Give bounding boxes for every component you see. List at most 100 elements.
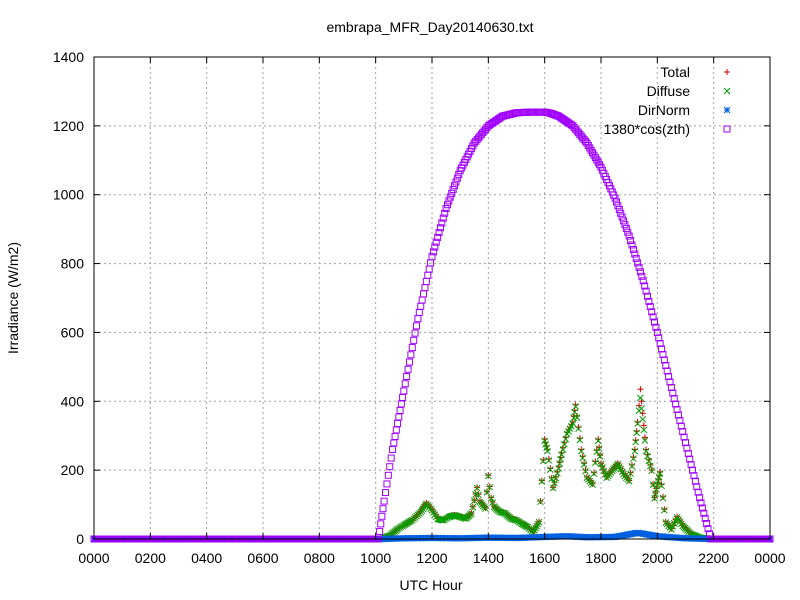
x-axis-label: UTC Hour — [399, 577, 462, 593]
data-point — [622, 224, 630, 232]
data-point — [582, 467, 589, 474]
data-point — [452, 178, 460, 186]
data-point — [379, 505, 387, 513]
data-point — [421, 284, 429, 292]
data-point — [698, 504, 706, 512]
data-point — [659, 494, 667, 502]
data-point — [533, 522, 541, 530]
x-tick-label: 1600 — [529, 550, 560, 566]
data-point — [639, 415, 647, 423]
data-point — [486, 483, 494, 491]
x-tick-label: 0200 — [135, 550, 166, 566]
data-point — [597, 460, 605, 468]
data-point — [621, 221, 629, 229]
data-point — [441, 209, 449, 217]
data-point — [649, 313, 657, 321]
data-point — [600, 467, 608, 475]
data-point — [627, 469, 634, 476]
data-point — [575, 425, 582, 433]
x-tick-label: 0600 — [247, 550, 278, 566]
data-point — [594, 437, 602, 445]
data-point — [399, 393, 407, 401]
data-point — [614, 202, 622, 210]
x-tick-label: 0400 — [191, 550, 222, 566]
data-point — [648, 308, 656, 316]
data-point — [659, 493, 666, 500]
data-point — [645, 297, 653, 305]
data-point — [537, 498, 544, 506]
data-point — [482, 505, 489, 513]
data-point — [436, 224, 444, 232]
data-point — [628, 241, 636, 249]
data-point — [442, 204, 450, 212]
y-tick-label: 400 — [61, 393, 85, 409]
data-point — [572, 403, 580, 410]
data-point — [652, 323, 660, 331]
y-tick-label: 1200 — [53, 118, 84, 134]
y-tick-label: 800 — [61, 256, 85, 272]
data-point — [597, 452, 604, 459]
y-tick-label: 200 — [61, 462, 85, 478]
data-point — [531, 527, 538, 534]
data-point — [627, 470, 634, 478]
data-point — [376, 527, 384, 535]
data-point — [378, 512, 386, 520]
data-point — [392, 426, 400, 434]
legend-label: DirNorm — [638, 102, 690, 118]
data-point — [395, 413, 403, 421]
data-point — [639, 277, 647, 285]
data-point — [625, 477, 633, 485]
data-point — [573, 414, 581, 421]
data-point — [561, 440, 568, 448]
data-point — [552, 474, 560, 482]
data-point — [639, 410, 646, 417]
data-point — [396, 406, 404, 414]
legend-marker — [723, 125, 731, 133]
data-point — [701, 514, 709, 522]
chart-title: embrapa_MFR_Day20140630.txt — [326, 19, 533, 35]
data-point — [415, 308, 423, 316]
data-point — [697, 499, 705, 507]
data-point — [489, 499, 496, 506]
data-point — [596, 452, 604, 460]
x-tick-label: 2000 — [642, 550, 673, 566]
data-point — [599, 464, 606, 471]
data-point — [384, 471, 392, 479]
data-point — [453, 174, 461, 182]
data-point — [651, 318, 659, 326]
data-point — [549, 484, 557, 492]
x-tick-label: 0000 — [78, 550, 109, 566]
data-point — [380, 497, 388, 505]
data-point — [618, 213, 626, 221]
data-point — [631, 250, 639, 258]
data-point — [590, 469, 597, 476]
data-point — [661, 506, 668, 514]
data-point — [449, 186, 457, 194]
grid-group — [94, 57, 770, 539]
data-point — [632, 438, 640, 446]
data-point — [429, 248, 437, 256]
data-point — [646, 462, 654, 470]
data-point — [400, 387, 408, 395]
data-point — [431, 243, 439, 251]
data-point — [391, 432, 399, 440]
data-point — [538, 477, 545, 484]
data-point — [534, 520, 542, 528]
data-point — [553, 469, 561, 477]
data-point — [438, 516, 446, 524]
x-tick-label: 1000 — [360, 550, 391, 566]
data-point — [700, 509, 708, 517]
data-point — [383, 480, 391, 488]
data-point — [546, 466, 554, 473]
data-point — [547, 465, 554, 472]
legend: Total Diffuse DirNorm 1380*cos(zth) — [604, 64, 731, 137]
data-point — [434, 233, 442, 241]
data-point — [581, 460, 588, 467]
data-point — [545, 457, 553, 464]
data-point — [593, 448, 601, 456]
data-point — [637, 386, 644, 393]
legend-label: 1380*cos(zth) — [604, 121, 690, 137]
data-point — [445, 197, 453, 205]
data-point — [473, 484, 481, 492]
